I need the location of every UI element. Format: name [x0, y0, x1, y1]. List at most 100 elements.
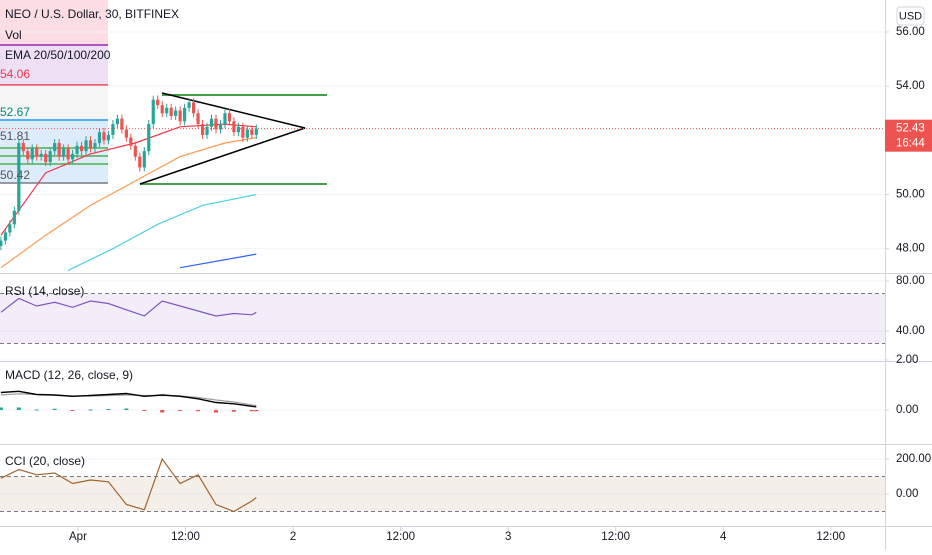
candle-body — [174, 110, 178, 116]
histogram-bar — [106, 409, 111, 410]
triangle-line — [161, 92, 306, 129]
histogram-bar — [0, 407, 3, 410]
candle-body — [26, 151, 30, 160]
rsi-title: RSI (14, close) — [5, 284, 84, 298]
candle-body — [44, 153, 48, 163]
y-tick-label: 54.00 — [896, 80, 925, 92]
candle-body — [196, 113, 200, 125]
candle-body — [97, 132, 102, 144]
histogram-bar — [254, 410, 259, 412]
candle-body — [209, 118, 214, 127]
cci-title: CCI (20, close) — [5, 454, 85, 468]
candle-body — [12, 210, 16, 225]
candle-body — [191, 102, 196, 114]
candle-body — [57, 143, 61, 157]
candle-body — [241, 126, 245, 138]
candle-body — [62, 148, 66, 157]
candle-body — [147, 124, 151, 152]
candle-body — [250, 129, 254, 135]
x-tick-label: 12:00 — [386, 531, 415, 543]
candle-body — [102, 132, 106, 141]
candle-body — [111, 124, 115, 135]
candle-body — [8, 224, 12, 233]
candle-body — [84, 140, 88, 152]
last-price-label: 52.43 — [896, 123, 925, 135]
x-tick-label: 4 — [720, 531, 727, 543]
y-tick-label: 40.00 — [896, 325, 925, 337]
candle-body — [245, 129, 249, 138]
x-tick-label: Apr — [69, 531, 87, 543]
histogram-bar — [231, 410, 236, 412]
candle-body — [142, 151, 146, 168]
overlay-zone — [0, 45, 108, 85]
histogram-bar — [16, 407, 21, 410]
candle-body — [106, 134, 111, 141]
histogram-bar — [160, 410, 165, 413]
candle-body — [227, 113, 232, 122]
candle-body — [30, 148, 34, 160]
y-tick-label: 50.00 — [896, 189, 925, 201]
symbol-title: NEO / U.S. Dollar, 30, BITFINEX — [5, 7, 179, 21]
y-tick-label: 0.00 — [896, 404, 918, 416]
currency-label[interactable]: USD — [899, 10, 922, 22]
ema-line — [179, 253, 257, 269]
overlay-label: 52.67 — [0, 105, 30, 119]
y-tick-label: 0.00 — [896, 488, 918, 500]
candle-body — [183, 107, 187, 122]
candle-body — [3, 232, 7, 241]
histogram-bar — [178, 410, 183, 411]
histogram-bar — [213, 410, 218, 413]
ema-line — [67, 193, 257, 271]
candle-body — [160, 105, 164, 114]
candle-body — [48, 151, 52, 163]
band-fill — [0, 476, 885, 512]
candle-body — [88, 140, 93, 149]
candle-body — [138, 156, 142, 168]
overlay-zone — [0, 85, 108, 120]
candle-body — [236, 126, 240, 133]
histogram-bar — [196, 410, 201, 412]
candle-body — [115, 118, 120, 125]
triangle-line — [139, 127, 306, 185]
x-tick-label: 3 — [505, 531, 511, 543]
ema-label: EMA 20/50/100/200 — [5, 48, 111, 62]
overlay-label: 50.42 — [0, 168, 30, 182]
histogram-bar — [70, 410, 75, 411]
x-tick-label: 12:00 — [171, 531, 200, 543]
band-fill — [0, 293, 885, 344]
candle-body — [17, 143, 21, 211]
macd-title: MACD (12, 26, close, 9) — [5, 368, 133, 382]
candle-body — [66, 148, 70, 160]
candle-body — [151, 99, 155, 125]
overlay-label: 51.81 — [0, 129, 30, 143]
candle-body — [35, 148, 39, 157]
histogram-bar — [52, 408, 57, 410]
histogram-bar — [88, 409, 93, 411]
macd-line — [0, 390, 257, 408]
vol-label: Vol — [5, 28, 22, 42]
y-tick-label: 200.00 — [896, 453, 931, 465]
candle-body — [218, 124, 223, 130]
last-price-box — [885, 119, 932, 152]
candle-body — [124, 129, 128, 138]
candle-body — [169, 107, 173, 116]
candle-body — [39, 153, 43, 157]
candle-body — [187, 102, 191, 108]
candle-body — [133, 145, 137, 157]
currency-box[interactable] — [896, 6, 925, 26]
overlay-label: 54.06 — [0, 67, 30, 81]
ema-line — [0, 137, 257, 269]
signal-line — [0, 393, 257, 407]
candle-body — [120, 118, 124, 130]
y-tick-label: 2.00 — [896, 354, 918, 366]
candle-body — [53, 143, 57, 152]
histogram-bar — [124, 408, 129, 410]
histogram-bar — [249, 410, 254, 412]
indicator-line — [0, 457, 257, 513]
overlay-zone — [0, 0, 108, 45]
candle-body — [178, 110, 182, 122]
candle-body — [205, 126, 209, 135]
histogram-bar — [34, 409, 39, 411]
candle-body — [156, 99, 160, 106]
